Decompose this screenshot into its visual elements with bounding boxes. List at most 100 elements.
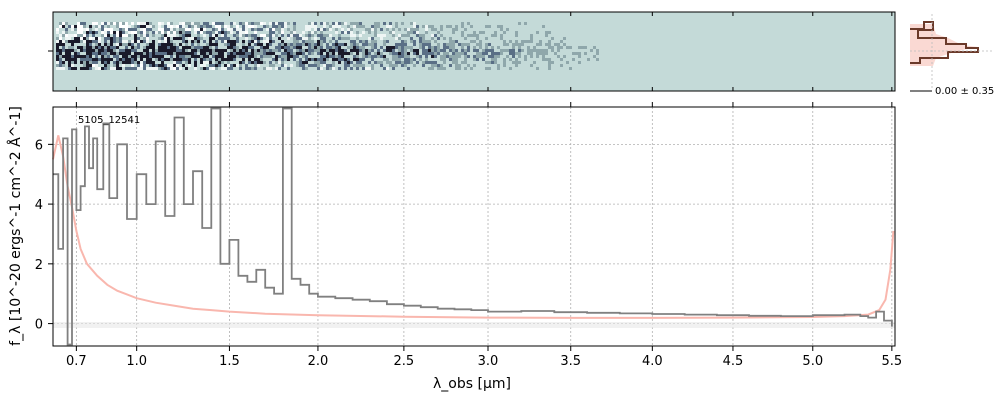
spectrum-2d-pixel [518, 46, 521, 49]
spectrum-2d-pixel [476, 58, 479, 61]
spectrum-2d-pixel [347, 31, 350, 34]
spectrum-2d-pixel [530, 55, 533, 58]
spectrum-2d-pixel [80, 61, 83, 64]
spectrum-2d-pixel [368, 52, 371, 55]
spectrum-2d-pixel [437, 49, 440, 52]
spectrum-2d-pixel [356, 37, 359, 40]
spectrum-2d-pixel [131, 43, 134, 46]
spectrum-2d-pixel [209, 49, 212, 52]
spectrum-2d-pixel [149, 52, 152, 55]
spectrum-2d-pixel [257, 49, 260, 52]
spectrum-2d-pixel [341, 52, 344, 55]
spectrum-2d-pixel [134, 46, 137, 49]
spectrum-2d-pixel [146, 37, 149, 40]
spectrum-2d-pixel [416, 25, 419, 28]
spectrum-2d-pixel [206, 43, 209, 46]
spectrum-2d-pixel [191, 46, 194, 49]
spectrum-2d-pixel [272, 40, 275, 43]
spectrum-2d-pixel [455, 49, 458, 52]
spectrum-2d-pixel [332, 52, 335, 55]
spectrum-2d-pixel [227, 55, 230, 58]
spectrum-2d-pixel [278, 67, 281, 70]
spectrum-2d-pixel [578, 52, 581, 55]
spectrum-2d-pixel [197, 25, 200, 28]
spectrum-2d-pixel [74, 40, 77, 43]
spectrum-2d-pixel [110, 40, 113, 43]
spectrum-2d-pixel [128, 55, 131, 58]
spectrum-2d-pixel [266, 49, 269, 52]
spectrum-2d-pixel [227, 31, 230, 34]
spectrum-2d-pixel [548, 46, 551, 49]
spectrum-2d-pixel [515, 58, 518, 61]
spectrum-2d-pixel [350, 34, 353, 37]
spectrum-2d-pixel [113, 46, 116, 49]
spectrum-2d-pixel [407, 46, 410, 49]
spectrum-2d-pixel [221, 58, 224, 61]
spectrum-2d-pixel [302, 61, 305, 64]
spectrum-2d-pixel [359, 49, 362, 52]
spectrum-2d-pixel [137, 55, 140, 58]
spectrum-2d-pixel [332, 61, 335, 64]
spectrum-2d-pixel [362, 67, 365, 70]
spectrum-2d-pixel [134, 67, 137, 70]
spectrum-2d-pixel [209, 46, 212, 49]
spectrum-2d-pixel [338, 25, 341, 28]
spectrum-2d-pixel [116, 55, 119, 58]
spectrum-2d-pixel [230, 55, 233, 58]
spectrum-2d-pixel [491, 61, 494, 64]
spectrum-2d-pixel [125, 49, 128, 52]
spectrum-2d-pixel [167, 58, 170, 61]
spectrum-2d-pixel [434, 55, 437, 58]
spectrum-2d-pixel [320, 28, 323, 31]
spectrum-2d-pixel [422, 34, 425, 37]
spectrum-2d-pixel [500, 28, 503, 31]
spectrum-2d-pixel [98, 67, 101, 70]
spectrum-2d-pixel [293, 58, 296, 61]
spectrum-2d-pixel [203, 64, 206, 67]
spectrum-2d-pixel [395, 52, 398, 55]
spectrum-2d-pixel [146, 61, 149, 64]
spectrum-2d-pixel [389, 46, 392, 49]
spectrum-2d-pixel [236, 28, 239, 31]
spectrum-2d-pixel [398, 61, 401, 64]
spectrum-2d-pixel [110, 58, 113, 61]
spectrum-2d-pixel [488, 49, 491, 52]
spectrum-2d-pixel [545, 43, 548, 46]
spectrum-2d-pixel [281, 40, 284, 43]
spectrum-2d-pixel [185, 52, 188, 55]
spectrum-2d-pixel [170, 34, 173, 37]
spectrum-2d-pixel [296, 55, 299, 58]
spectrum-2d-pixel [167, 52, 170, 55]
spectrum-2d-pixel [98, 58, 101, 61]
spectrum-2d-pixel [377, 49, 380, 52]
spectrum-2d-pixel [320, 43, 323, 46]
spectrum-2d-pixel [191, 40, 194, 43]
spectrum-2d-pixel [329, 67, 332, 70]
spectrum-2d-pixel [488, 67, 491, 70]
spectrum-2d-pixel [137, 31, 140, 34]
spectrum-2d-pixel [239, 34, 242, 37]
spectrum-2d-pixel [323, 37, 326, 40]
spectrum-2d-pixel [104, 37, 107, 40]
spectrum-2d-pixel [143, 25, 146, 28]
spectrum-2d-pixel [122, 25, 125, 28]
spectrum-2d-pixel [173, 34, 176, 37]
spectrum-2d-pixel [401, 40, 404, 43]
spectrum-2d-pixel [341, 28, 344, 31]
spectrum-2d-pixel [209, 61, 212, 64]
spectrum-2d-pixel [212, 64, 215, 67]
spectrum-2d-pixel [494, 58, 497, 61]
spectrum-2d-pixel [164, 52, 167, 55]
spectrum-2d-pixel [239, 67, 242, 70]
spectrum-2d-pixel [512, 43, 515, 46]
spectrum-2d-pixel [89, 37, 92, 40]
spectrum-2d-pixel [137, 22, 140, 25]
spectrum-2d-pixel [326, 67, 329, 70]
spectrum-2d-pixel [269, 52, 272, 55]
spectrum-2d-pixel [434, 46, 437, 49]
spectrum-2d-pixel [203, 31, 206, 34]
spectrum-2d-pixel [68, 25, 71, 28]
spectrum-2d-pixel [83, 61, 86, 64]
spectrum-2d-pixel [137, 37, 140, 40]
spectrum-2d-pixel [80, 67, 83, 70]
